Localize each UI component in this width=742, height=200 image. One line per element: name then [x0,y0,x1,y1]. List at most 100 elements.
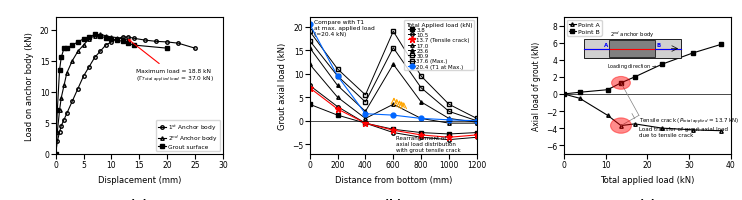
10.5 [333,106,342,108]
23.6 [473,121,482,124]
17.0 [473,122,482,125]
$2^{nd}$ Anchor body [68,60,77,62]
Grout surface [129,45,138,47]
Line: Point B: Point B [562,43,723,96]
$1^{st}$ Anchor body [53,140,62,143]
3.8 [417,132,426,134]
Grout surface [162,48,171,50]
$1^{st}$ Anchor body [107,42,116,44]
23.6 [444,118,453,120]
Point B [617,82,626,85]
Point A [603,115,612,117]
Line: $2^{nd}$ Anchor body: $2^{nd}$ Anchor body [54,34,130,156]
Line: 23.6: 23.6 [308,47,479,124]
Grout surface [57,57,66,59]
13.7 (Tensile crack) [333,108,342,111]
Line: 13.7 (Tensile crack): 13.7 (Tensile crack) [306,85,480,141]
$2^{nd}$ Anchor body [91,35,99,38]
13.7 (Tensile crack) [389,129,398,132]
Line: 20.4 (T1 at Max.): 20.4 (T1 at Max.) [307,23,479,124]
Point B [575,92,584,94]
X-axis label: Total applied load (kN): Total applied load (kN) [600,175,695,184]
20.4 (T1 at Max.) [389,114,398,117]
Line: 3.8: 3.8 [308,103,479,136]
Grout surface [79,38,88,41]
$1^{st}$ Anchor body [85,66,93,69]
30.9 [333,75,342,78]
Legend: 3.8, 10.5, 13.7 (Tensile crack), 17.0, 23.6, 30.9, 37.6 (Max.), 20.4 (T1 at Max.: 3.8, 10.5, 13.7 (Tensile crack), 17.0, 2… [404,21,474,71]
23.6 [417,101,426,104]
$1^{st}$ Anchor body [162,42,171,44]
$1^{st}$ Anchor body [57,125,66,127]
23.6 [333,85,342,87]
Point B [658,64,667,66]
23.6 [305,47,314,50]
$2^{nd}$ Anchor body [57,97,66,100]
30.9 [444,111,453,113]
Y-axis label: Axial load of grout (kN): Axial load of grout (kN) [532,42,541,130]
Line: Grout surface: Grout surface [54,34,169,156]
13.7 (Tensile crack) [361,122,370,125]
23.6 [389,64,398,66]
30.9 [305,40,314,43]
Point A [658,127,667,130]
Line: 37.6 (Max.): 37.6 (Max.) [308,30,479,121]
20.4 (T1 at Max.) [333,75,342,78]
Point A [630,123,639,125]
13.7 (Tensile crack) [417,134,426,136]
Text: Maximum load = 18.8 kN
($\Gamma_{Total\ applied\ load}$ = 37.0 kN): Maximum load = 18.8 kN ($\Gamma_{Total\ … [128,40,214,85]
Grout surface [62,48,71,50]
X-axis label: Distance from bottom (mm): Distance from bottom (mm) [335,175,452,184]
20.4 (T1 at Max.) [473,120,482,122]
Grout surface [53,110,62,112]
3.8 [333,114,342,117]
Text: Rearrangement of
axial load distribution
with grout tensile crack: Rearrangement of axial load distribution… [396,135,461,152]
37.6 (Max.) [417,75,426,78]
Text: Tensile crack ($P_{total\ applied}$ = 13.7 kN)
Load transfer of grout axial load: Tensile crack ($P_{total\ applied}$ = 13… [632,114,740,137]
Line: 30.9: 30.9 [308,40,479,123]
Text: (c): (c) [639,198,656,200]
Point A [559,93,568,96]
20.4 (T1 at Max.) [305,24,314,26]
30.9 [389,47,398,50]
Grout surface [124,43,133,45]
Line: $1^{st}$ Anchor body: $1^{st}$ Anchor body [54,36,197,156]
$2^{nd}$ Anchor body [51,153,60,155]
37.6 (Max.) [389,31,398,33]
Ellipse shape [611,118,631,134]
$1^{st}$ Anchor body [79,76,88,78]
Point A [575,98,584,100]
17.0 [417,118,426,120]
Y-axis label: Grout axial load (kN): Grout axial load (kN) [278,43,286,129]
Legend: $1^{st}$ Anchor body, $2^{nd}$ Anchor body, Grout surface: $1^{st}$ Anchor body, $2^{nd}$ Anchor bo… [156,121,220,151]
$2^{nd}$ Anchor body [107,37,116,39]
Y-axis label: Load on anchor body (kN): Load on anchor body (kN) [25,32,34,140]
$1^{st}$ Anchor body [129,38,138,40]
17.0 [305,64,314,66]
Ellipse shape [611,77,631,90]
Text: Compare with T1
at max. applied load
(=20.4 kN): Compare with T1 at max. applied load (=2… [314,20,375,37]
37.6 (Max.) [444,104,453,106]
3.8 [389,128,398,131]
Point A [716,130,725,132]
Grout surface [102,37,111,40]
$1^{st}$ Anchor body [51,153,60,155]
$2^{nd}$ Anchor body [113,37,122,40]
$2^{nd}$ Anchor body [62,72,71,75]
$1^{st}$ Anchor body [91,57,99,59]
$1^{st}$ Anchor body [140,40,149,42]
$2^{nd}$ Anchor body [53,131,62,134]
$1^{st}$ Anchor body [96,51,105,53]
3.8 [473,132,482,134]
$1^{st}$ Anchor body [118,37,127,39]
$2^{nd}$ Anchor body [85,38,93,41]
$2^{nd}$ Anchor body [55,110,64,112]
13.7 (Tensile crack) [444,136,453,139]
$1^{st}$ Anchor body [102,45,111,47]
37.6 (Max.) [333,68,342,71]
Grout surface [113,40,122,42]
Grout surface [85,37,93,39]
13.7 (Tensile crack) [305,87,314,90]
3.8 [361,122,370,125]
10.5 [417,136,426,139]
